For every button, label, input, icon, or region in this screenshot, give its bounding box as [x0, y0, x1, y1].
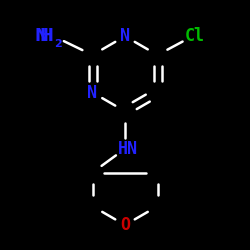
Text: Cl: Cl — [185, 27, 205, 45]
Text: H: H — [40, 27, 54, 45]
Text: 2: 2 — [54, 39, 62, 49]
Text: N: N — [35, 27, 49, 45]
Text: HN: HN — [118, 140, 138, 158]
Text: N: N — [120, 27, 130, 45]
Text: O: O — [120, 216, 130, 234]
Text: N: N — [88, 84, 98, 102]
